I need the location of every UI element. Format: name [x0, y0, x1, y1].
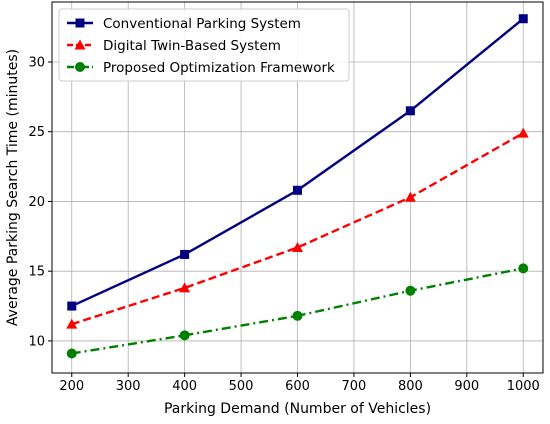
legend-item-0: Conventional Parking System: [67, 16, 301, 32]
series-0: [67, 14, 528, 311]
x-tick-label: 400: [172, 379, 197, 394]
tick-layer: 200 300 400 500 600 700 800 900 1000 10 15 20 25 30: [28, 55, 539, 394]
data-point: [405, 285, 416, 296]
x-tick-label: 700: [342, 379, 367, 394]
data-point: [518, 263, 529, 274]
x-tick-label: 800: [398, 379, 423, 394]
x-tick-label: 900: [454, 379, 479, 394]
data-point: [405, 106, 415, 116]
y-tick-label: 15: [28, 265, 45, 280]
data-point: [292, 241, 303, 252]
legend-label: Proposed Optimization Framework: [103, 60, 335, 76]
legend-item-2: Proposed Optimization Framework: [67, 60, 335, 76]
x-axis-label: Parking Demand (Number of Vehicles): [164, 401, 431, 417]
data-point: [404, 191, 416, 202]
data-point: [66, 348, 77, 359]
legend-marker: [74, 39, 86, 50]
data-point: [293, 185, 302, 195]
legend-label: Conventional Parking System: [103, 16, 301, 32]
x-tick-label: 500: [229, 379, 254, 394]
data-point: [518, 14, 528, 24]
series-line: [71, 132, 524, 326]
legend-box: [58, 8, 350, 82]
legend-label: Digital Twin-Based System: [103, 38, 281, 54]
series-layer: [66, 14, 529, 359]
y-tick-label: 25: [28, 125, 45, 140]
data-point: [517, 127, 529, 138]
legend-marker: [75, 62, 85, 72]
x-tick-label: 200: [59, 379, 84, 394]
legend-item-1: Digital Twin-Based System: [67, 38, 281, 54]
y-tick-label: 30: [28, 55, 45, 70]
y-tick-label: 20: [28, 195, 45, 210]
y-axis-label: Average Parking Search Time (minutes): [5, 49, 21, 326]
data-point: [292, 310, 303, 321]
data-point: [179, 330, 190, 341]
y-tick-label: 10: [28, 334, 45, 349]
legend: Conventional Parking System Digital Twin-…: [58, 8, 350, 82]
series-2: [66, 263, 529, 359]
data-point: [67, 301, 77, 311]
data-point: [179, 282, 191, 293]
x-tick-label: 300: [116, 379, 141, 394]
legend-marker: [75, 18, 85, 28]
series-1: [66, 127, 529, 329]
data-point: [66, 318, 78, 329]
data-point: [180, 249, 190, 259]
x-tick-label: 600: [285, 379, 310, 394]
x-tick-label: 1000: [507, 379, 540, 394]
